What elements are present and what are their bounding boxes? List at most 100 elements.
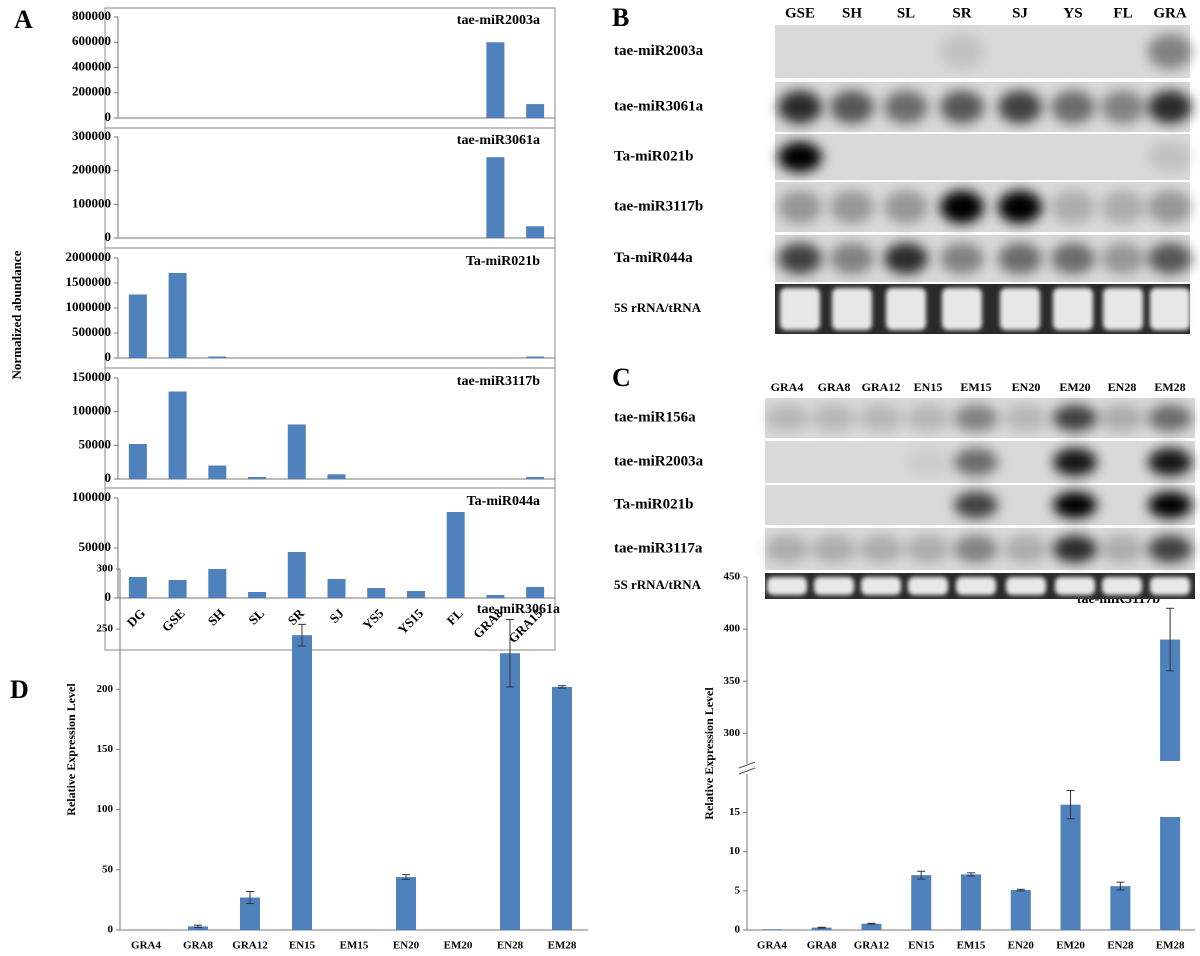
panel-label: C: [612, 363, 631, 392]
row-label: tae-miR2003a: [614, 453, 704, 469]
x-tick-label: FL: [444, 605, 467, 628]
bar: [526, 587, 545, 598]
y-tick-label: 50: [102, 863, 114, 875]
bar: [248, 592, 267, 598]
lane-label: FL: [1113, 5, 1132, 21]
blot-band: [884, 242, 928, 275]
blot-band: [940, 242, 984, 275]
chart-title: Ta-miR021b: [466, 254, 540, 269]
y-tick-label: 50000: [79, 539, 112, 554]
chart-title: tae-miR3061a: [477, 602, 560, 617]
blot-strip: [765, 573, 1195, 599]
blot-band: [906, 448, 950, 476]
blot-band: [1148, 141, 1192, 173]
blot-strip: [775, 82, 1192, 132]
x-tick-label: GRA12: [232, 940, 268, 952]
blot-band: [1101, 190, 1145, 224]
blot-band: [861, 577, 901, 595]
blot-band: [1148, 448, 1192, 476]
blot-band: [954, 535, 998, 563]
y-tick-label: 1500000: [66, 274, 112, 289]
blot-band: [1053, 491, 1097, 519]
blot-band: [778, 90, 822, 124]
bar: [1110, 886, 1131, 930]
blot-band: [906, 535, 950, 563]
row-label: Ta-miR021b: [614, 496, 693, 512]
bar: [1010, 890, 1031, 930]
blot-band: [1051, 242, 1095, 275]
blot-band: [765, 535, 809, 563]
x-tick-label: EM15: [340, 940, 369, 952]
blot-strip: [765, 398, 1195, 438]
y-tick-label: 200: [97, 683, 114, 695]
lane-label: GSE: [785, 5, 815, 21]
y-tick-label: 0: [105, 109, 112, 124]
blot-band: [954, 404, 998, 432]
bar: [500, 653, 520, 930]
lane-label: EM28: [1154, 380, 1185, 394]
x-tick-label: EN28: [497, 940, 524, 952]
blot-band: [1053, 448, 1097, 476]
x-tick-label: EN20: [1008, 940, 1035, 952]
x-tick-label: EM15: [957, 940, 986, 952]
x-tick-label: GRA8: [807, 940, 837, 952]
blot-band: [884, 190, 928, 224]
blot-band: [778, 141, 822, 173]
blot-band: [1148, 190, 1192, 224]
row-label: tae-miR156a: [614, 409, 696, 425]
y-tick-label: 0: [105, 349, 112, 364]
bar: [396, 877, 416, 930]
blot-strip: [775, 134, 1192, 180]
y-tick-label: 100000: [72, 489, 111, 504]
x-tick-label: EN20: [393, 940, 420, 952]
error-bar: [1166, 607, 1175, 672]
chart-title: Ta-miR044a: [467, 494, 540, 509]
blot-strip: [775, 235, 1192, 282]
y-tick-label: 2000000: [66, 249, 112, 264]
panel-label: B: [612, 3, 629, 32]
blot-band: [859, 535, 903, 563]
y-tick-label: 150000: [72, 369, 111, 384]
bar: [406, 591, 425, 598]
x-tick-label: GRA12: [854, 940, 890, 952]
y-tick-label: 400: [724, 623, 741, 635]
y-tick-label: 100000: [72, 195, 111, 210]
lane-label: GRA8: [818, 380, 851, 394]
bar: [811, 927, 832, 930]
bar: [128, 577, 147, 598]
blot-band: [1150, 577, 1190, 595]
x-tick-label: SH: [205, 606, 228, 629]
blot-band: [1004, 404, 1048, 432]
bar: [128, 443, 147, 479]
blot-band: [1004, 535, 1048, 563]
bar: [327, 579, 346, 598]
bar: [287, 552, 306, 598]
blot-band: [1053, 404, 1097, 432]
chart-title: tae-miR2003a: [457, 13, 540, 28]
x-tick-label: DG: [124, 606, 148, 630]
bar: [168, 273, 187, 358]
blot-bg: [775, 134, 1190, 180]
lane-label: EM15: [960, 380, 991, 394]
blot-band: [954, 491, 998, 519]
error-bar: [1016, 888, 1025, 892]
bar: [526, 104, 545, 118]
bar: [486, 595, 505, 598]
blot-band: [884, 90, 928, 124]
blot-band: [778, 242, 822, 275]
bar: [367, 588, 386, 598]
blot-band: [1150, 288, 1190, 330]
blot-band: [886, 288, 926, 330]
bar: [188, 926, 208, 930]
y-tick-label: 5: [735, 884, 741, 896]
error-bar: [506, 619, 514, 688]
blot-band: [1148, 33, 1192, 70]
error-bar: [917, 870, 926, 880]
blot-band: [1101, 242, 1145, 275]
lane-label: EM20: [1059, 380, 1090, 394]
bar: [168, 580, 187, 598]
error-bar: [194, 924, 202, 929]
lane-label: SL: [897, 5, 915, 21]
panel-separators: [105, 127, 555, 489]
x-tick-label: EM28: [1156, 940, 1185, 952]
